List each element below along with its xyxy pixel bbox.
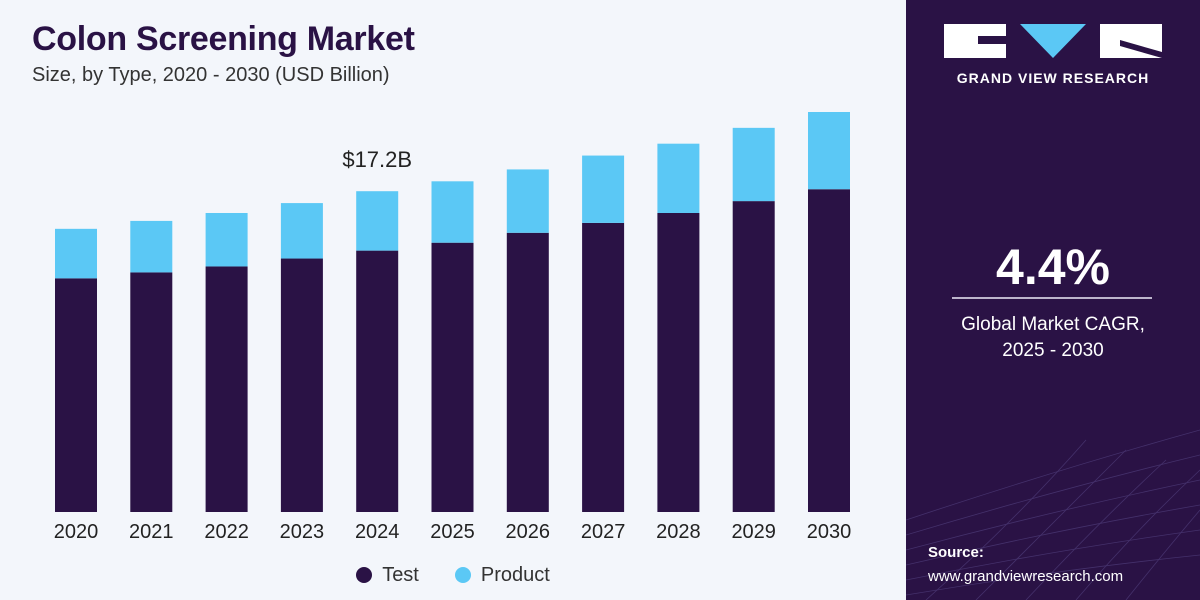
- x-tick-label: 2025: [430, 521, 475, 543]
- legend-swatch-product: [454, 567, 471, 583]
- cagr-label-line1: Global Market CAGR,: [961, 314, 1145, 335]
- bar-product-2026: [506, 169, 549, 233]
- x-tick-label: 2022: [204, 521, 249, 543]
- bar-test-2021: [130, 272, 173, 512]
- divider: [952, 297, 1152, 299]
- legend-item-test: Test: [356, 564, 419, 587]
- legend-label-product: Product: [480, 563, 550, 586]
- chart-panel: Colon Screening Market Size, by Type, 20…: [0, 0, 906, 600]
- source-link[interactable]: www.grandviewresearch.com: [928, 568, 1124, 585]
- legend-label-test: Test: [382, 563, 419, 586]
- x-tick-label: 2024: [355, 521, 400, 543]
- cagr-value: 4.4%: [996, 239, 1110, 295]
- bar-chart: 2020 2021 2022 2023 2024 $17.2B 2025 2026 2027 20…: [54, 112, 852, 543]
- bar-test-2027: [582, 222, 625, 512]
- bar-test-2026: [506, 232, 549, 512]
- bar-product-2029: [732, 127, 775, 202]
- bar-product-2030: [808, 112, 850, 190]
- bar-test-2024: [356, 250, 399, 512]
- bar-test-2023: [280, 258, 323, 512]
- cagr-label: Global Market CAGR, 2025 - 2030: [906, 312, 1200, 364]
- x-tick-label: 2023: [280, 521, 325, 543]
- x-tick-label: 2021: [129, 521, 174, 543]
- x-tick-label: 2026: [506, 521, 551, 543]
- bar-product-2021: [130, 220, 173, 273]
- x-tick-label: 2030: [807, 521, 852, 543]
- bar-product-2022: [205, 212, 248, 267]
- legend-item-product: Product: [454, 563, 550, 587]
- gvr-logo-icon: [944, 24, 1162, 58]
- chart-title: Colon Screening Market: [32, 20, 415, 58]
- bar-test-2030: [808, 189, 850, 512]
- bar-product-2020: [55, 228, 97, 279]
- source-label: Source:: [928, 544, 984, 561]
- chart-subtitle: Size, by Type, 2020 - 2030 (USD Billion): [32, 64, 390, 86]
- chart-legend: Test Product: [0, 560, 906, 590]
- bar-product-2028: [657, 143, 700, 213]
- bar-test-2025: [431, 242, 474, 513]
- bar-test-2028: [657, 212, 700, 512]
- bar-product-2023: [280, 203, 323, 259]
- legend-swatch-test: [356, 567, 373, 583]
- data-label: $17.2B: [342, 147, 412, 172]
- bar-test-2020: [55, 278, 97, 512]
- bar-product-2025: [431, 181, 474, 243]
- bar-test-2022: [205, 266, 248, 512]
- bar-test-2029: [732, 201, 775, 512]
- x-tick-label: 2020: [54, 521, 99, 543]
- x-tick-label: 2028: [656, 521, 701, 543]
- bar-product-2024: [356, 191, 399, 251]
- x-tick-label: 2029: [731, 521, 776, 543]
- bar-product-2027: [582, 155, 625, 223]
- x-tick-label: 2027: [581, 521, 626, 543]
- mesh-background-graphic: [906, 429, 1200, 600]
- brand-name: GRAND VIEW RESEARCH: [956, 70, 1150, 86]
- info-sidebar: GRAND VIEW RESEARCH 4.4% Global Market C…: [906, 0, 1200, 600]
- cagr-label-line2: 2025 - 2030: [1002, 340, 1104, 361]
